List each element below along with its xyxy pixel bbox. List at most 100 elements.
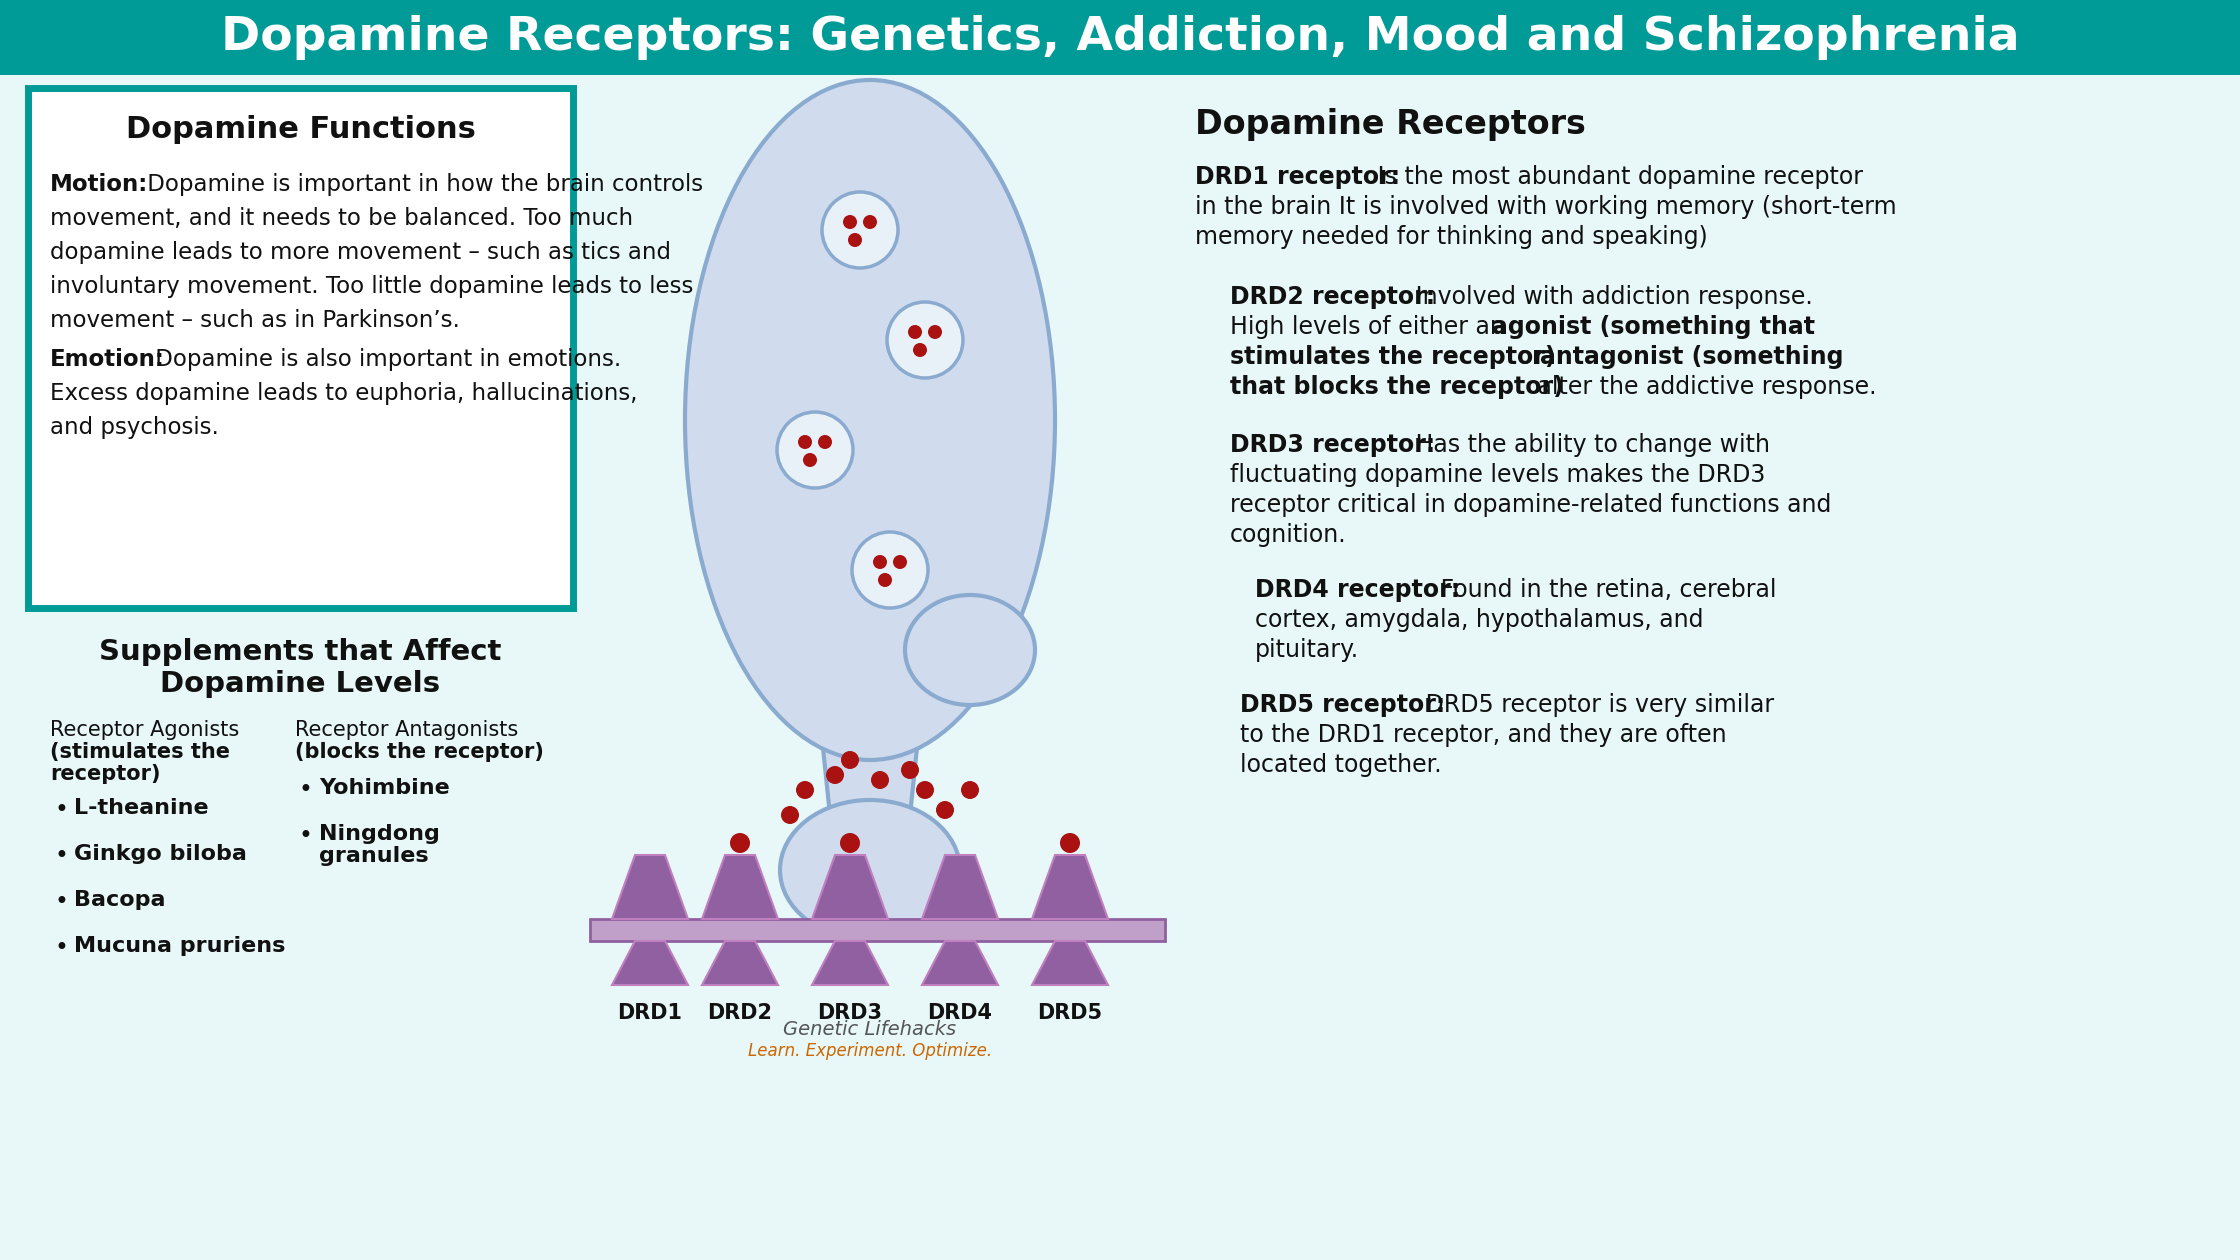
Text: DRD3: DRD3 (818, 1003, 883, 1023)
Text: to the DRD1 receptor, and they are often: to the DRD1 receptor, and they are often (1241, 723, 1727, 747)
FancyBboxPatch shape (589, 919, 1165, 941)
Text: cognition.: cognition. (1230, 523, 1346, 547)
Circle shape (900, 761, 918, 779)
Text: DRD2 receptor:: DRD2 receptor: (1230, 285, 1436, 309)
Text: Learn. Experiment. Optimize.: Learn. Experiment. Optimize. (748, 1042, 992, 1060)
Text: •: • (54, 798, 67, 822)
Circle shape (842, 215, 858, 229)
Polygon shape (701, 856, 777, 919)
Circle shape (730, 833, 750, 853)
Polygon shape (1033, 941, 1109, 985)
Text: L-theanine: L-theanine (74, 798, 208, 818)
Text: movement – such as in Parkinson’s.: movement – such as in Parkinson’s. (49, 309, 459, 331)
Circle shape (871, 771, 889, 789)
Text: DRD4 receptor:: DRD4 receptor: (1254, 578, 1460, 602)
Polygon shape (701, 941, 777, 985)
Circle shape (840, 833, 860, 853)
Text: alter the addictive response.: alter the addictive response. (1530, 375, 1877, 399)
Circle shape (961, 781, 979, 799)
Circle shape (851, 532, 927, 609)
Polygon shape (815, 670, 925, 830)
Text: DRD5 receptor:: DRD5 receptor: (1241, 693, 1445, 717)
Polygon shape (1033, 856, 1109, 919)
Text: located together.: located together. (1241, 753, 1443, 777)
Text: and psychosis.: and psychosis. (49, 416, 220, 438)
Text: Involved with addiction response.: Involved with addiction response. (1409, 285, 1812, 309)
Polygon shape (923, 941, 999, 985)
Circle shape (936, 801, 954, 819)
Text: Yohimbine: Yohimbine (318, 777, 450, 798)
Polygon shape (811, 941, 887, 985)
Circle shape (840, 751, 858, 769)
Circle shape (777, 412, 853, 488)
Text: DRD1 receptor:: DRD1 receptor: (1194, 165, 1400, 189)
Polygon shape (612, 941, 688, 985)
Text: DRD4: DRD4 (927, 1003, 992, 1023)
Text: •: • (54, 890, 67, 914)
Text: in the brain It is involved with working memory (short-term: in the brain It is involved with working… (1194, 195, 1897, 219)
Text: •: • (298, 824, 314, 848)
Text: Dopamine Receptors: Dopamine Receptors (1194, 108, 1586, 141)
Text: High levels of either an: High levels of either an (1230, 315, 1512, 339)
Circle shape (887, 302, 963, 378)
Text: memory needed for thinking and speaking): memory needed for thinking and speaking) (1194, 226, 1707, 249)
Text: Excess dopamine leads to euphoria, hallucinations,: Excess dopamine leads to euphoria, hallu… (49, 382, 638, 404)
Ellipse shape (780, 800, 961, 940)
Text: DRD5: DRD5 (1037, 1003, 1102, 1023)
Text: (stimulates the: (stimulates the (49, 742, 231, 762)
Text: agonist (something that: agonist (something that (1492, 315, 1814, 339)
Circle shape (862, 215, 878, 229)
Circle shape (894, 554, 907, 570)
Text: stimulates the receptor): stimulates the receptor) (1230, 345, 1555, 369)
Circle shape (874, 554, 887, 570)
Text: (blocks the receptor): (blocks the receptor) (296, 742, 544, 762)
Text: Receptor Antagonists: Receptor Antagonists (296, 719, 517, 740)
Text: DRD1: DRD1 (618, 1003, 683, 1023)
Circle shape (818, 435, 831, 449)
Text: receptor critical in dopamine-related functions and: receptor critical in dopamine-related fu… (1230, 493, 1832, 517)
Text: Dopamine Receptors: Genetics, Addiction, Mood and Schizophrenia: Dopamine Receptors: Genetics, Addiction,… (222, 15, 2018, 59)
Circle shape (878, 573, 892, 587)
Text: Receptor Agonists: Receptor Agonists (49, 719, 240, 740)
FancyBboxPatch shape (27, 88, 573, 609)
Text: that blocks the receptor): that blocks the receptor) (1230, 375, 1564, 399)
Text: Genetic Lifehacks: Genetic Lifehacks (784, 1021, 956, 1040)
Circle shape (797, 435, 811, 449)
Text: Dopamine is also important in emotions.: Dopamine is also important in emotions. (148, 348, 620, 370)
Circle shape (822, 192, 898, 268)
Text: pituitary.: pituitary. (1254, 638, 1360, 662)
Circle shape (1060, 833, 1080, 853)
Text: Has the ability to change with: Has the ability to change with (1409, 433, 1770, 457)
Text: Supplements that Affect
Dopamine Levels: Supplements that Affect Dopamine Levels (99, 638, 502, 698)
Circle shape (782, 806, 800, 824)
Text: Dopamine is important in how the brain controls: Dopamine is important in how the brain c… (139, 173, 703, 197)
Text: DRD3 receptor:: DRD3 receptor: (1230, 433, 1436, 457)
Text: cortex, amygdala, hypothalamus, and: cortex, amygdala, hypothalamus, and (1254, 609, 1702, 633)
Polygon shape (811, 856, 887, 919)
Text: Motion:: Motion: (49, 173, 148, 197)
Text: granules: granules (318, 845, 428, 866)
Text: antagonist (something: antagonist (something (1541, 345, 1844, 369)
Polygon shape (923, 856, 999, 919)
Text: or: or (1510, 345, 1550, 369)
Circle shape (916, 781, 934, 799)
Text: Is the most abundant dopamine receptor: Is the most abundant dopamine receptor (1371, 165, 1864, 189)
Text: Mucuna pruriens: Mucuna pruriens (74, 936, 284, 956)
Text: involuntary movement. Too little dopamine leads to less: involuntary movement. Too little dopamin… (49, 275, 694, 299)
FancyBboxPatch shape (0, 0, 2240, 76)
Ellipse shape (685, 79, 1055, 760)
Text: Ningdong: Ningdong (318, 824, 439, 844)
Circle shape (914, 343, 927, 357)
Circle shape (795, 781, 813, 799)
Text: •: • (54, 936, 67, 960)
Text: Found in the retina, cerebral: Found in the retina, cerebral (1434, 578, 1776, 602)
Text: Emotion:: Emotion: (49, 348, 166, 370)
Text: Ginkgo biloba: Ginkgo biloba (74, 844, 246, 864)
Text: dopamine leads to more movement – such as tics and: dopamine leads to more movement – such a… (49, 241, 672, 265)
Text: fluctuating dopamine levels makes the DRD3: fluctuating dopamine levels makes the DR… (1230, 462, 1765, 488)
Circle shape (927, 325, 943, 339)
Ellipse shape (905, 595, 1035, 706)
Text: •: • (298, 777, 314, 803)
Circle shape (802, 454, 818, 467)
Text: movement, and it needs to be balanced. Too much: movement, and it needs to be balanced. T… (49, 207, 634, 231)
